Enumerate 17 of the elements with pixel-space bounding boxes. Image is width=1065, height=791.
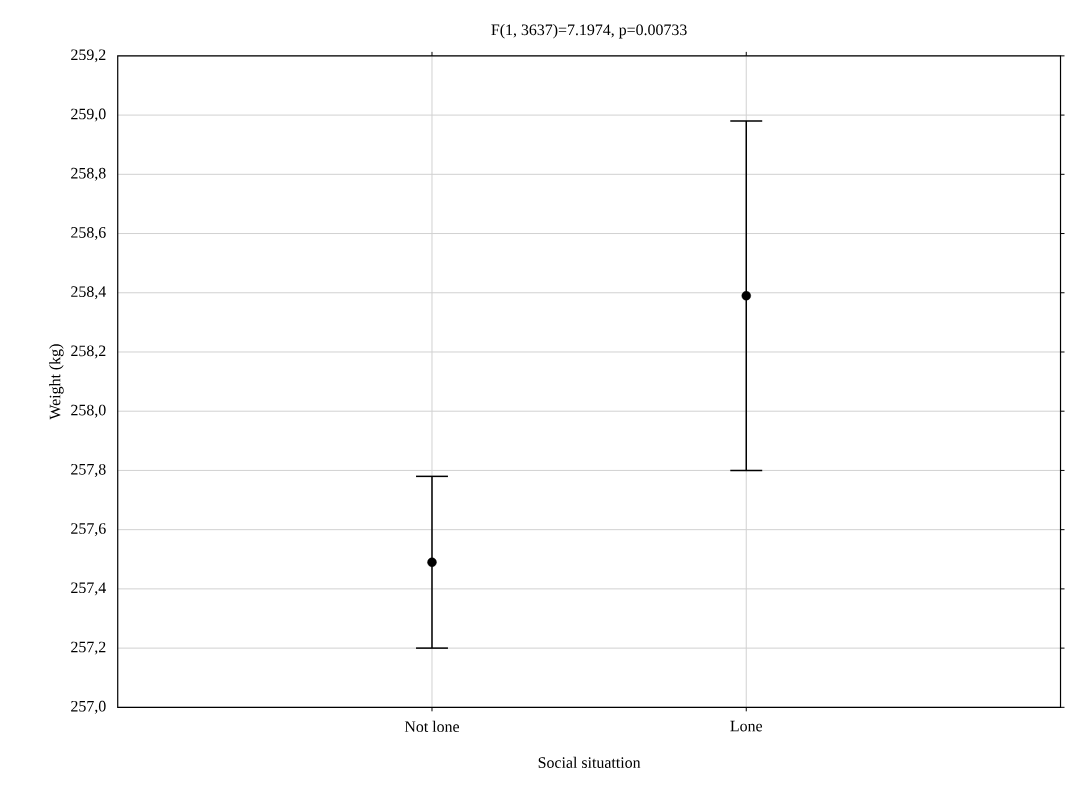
y-tick-label: 257,4: [71, 582, 106, 596]
y-tick-label: 257,6: [71, 523, 106, 537]
y-tick-label: 259,0: [71, 108, 106, 122]
y-tick-label: 257,0: [71, 700, 106, 714]
y-tick-label: 258,6: [71, 226, 106, 240]
y-tick-label: 258,2: [71, 345, 106, 359]
y-tick-label: 258,0: [71, 404, 106, 418]
x-tick-label: Lone: [730, 720, 763, 732]
y-axis-title: Weight (kg): [49, 344, 64, 420]
chart-title: F(1, 3637)=7.1974, p=0.00733: [491, 23, 687, 39]
y-tick-label: 257,8: [71, 463, 106, 477]
y-tick-label: 257,2: [71, 641, 106, 655]
x-tick-label: Not lone: [404, 720, 460, 732]
y-tick-label: 258,8: [71, 167, 106, 181]
x-axis-title: Social situattion: [538, 756, 641, 768]
y-tick-label: 259,2: [71, 49, 106, 63]
y-tick-label: 258,4: [71, 286, 106, 300]
